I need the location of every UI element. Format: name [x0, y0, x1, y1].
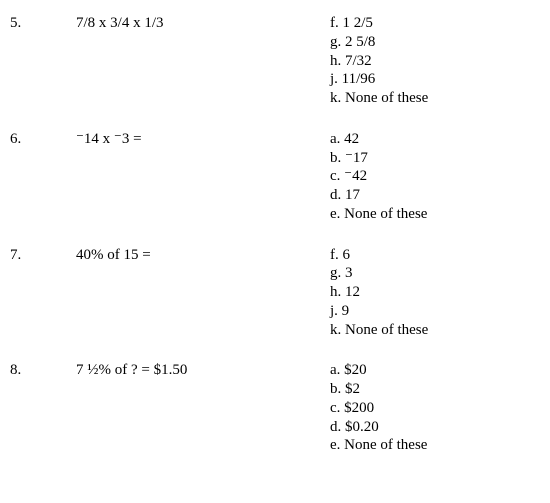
question-block: 6. ⁻14 x ⁻3 = a. 42 b. ⁻17 c. ⁻42 d. 17 … — [10, 130, 540, 224]
answer-option: j. 11/96 — [330, 70, 540, 89]
worksheet-page: 5. 7/8 x 3/4 x 1/3 f. 1 2/5 g. 2 5/8 h. … — [0, 0, 550, 487]
answer-option: c. ⁻42 — [330, 167, 540, 186]
answer-option: a. 42 — [330, 130, 540, 149]
answer-option: f. 1 2/5 — [330, 14, 540, 33]
answer-option: h. 12 — [330, 283, 540, 302]
question-block: 7. 40% of 15 = f. 6 g. 3 h. 12 j. 9 k. N… — [10, 246, 540, 340]
answer-option: e. None of these — [330, 205, 540, 224]
question-number: 8. — [10, 361, 76, 380]
question-problem: 40% of 15 = — [76, 246, 330, 265]
answer-option: k. None of these — [330, 321, 540, 340]
answer-option: f. 6 — [330, 246, 540, 265]
answer-option: h. 7/32 — [330, 52, 540, 71]
answer-option: d. $0.20 — [330, 418, 540, 437]
question-problem: ⁻14 x ⁻3 = — [76, 130, 330, 149]
answer-option: k. None of these — [330, 89, 540, 108]
question-problem: 7/8 x 3/4 x 1/3 — [76, 14, 330, 33]
answer-option: g. 3 — [330, 264, 540, 283]
answer-option: a. $20 — [330, 361, 540, 380]
question-block: 5. 7/8 x 3/4 x 1/3 f. 1 2/5 g. 2 5/8 h. … — [10, 14, 540, 108]
answer-list: a. 42 b. ⁻17 c. ⁻42 d. 17 e. None of the… — [330, 130, 540, 224]
question-number: 7. — [10, 246, 76, 265]
question-problem: 7 ½% of ? = $1.50 — [76, 361, 330, 380]
answer-list: a. $20 b. $2 c. $200 d. $0.20 e. None of… — [330, 361, 540, 455]
answer-option: g. 2 5/8 — [330, 33, 540, 52]
answer-option: j. 9 — [330, 302, 540, 321]
answer-option: e. None of these — [330, 436, 540, 455]
answer-list: f. 6 g. 3 h. 12 j. 9 k. None of these — [330, 246, 540, 340]
answer-option: d. 17 — [330, 186, 540, 205]
answer-option: b. ⁻17 — [330, 149, 540, 168]
question-block: 8. 7 ½% of ? = $1.50 a. $20 b. $2 c. $20… — [10, 361, 540, 455]
question-number: 6. — [10, 130, 76, 149]
answer-list: f. 1 2/5 g. 2 5/8 h. 7/32 j. 11/96 k. No… — [330, 14, 540, 108]
answer-option: b. $2 — [330, 380, 540, 399]
question-number: 5. — [10, 14, 76, 33]
answer-option: c. $200 — [330, 399, 540, 418]
